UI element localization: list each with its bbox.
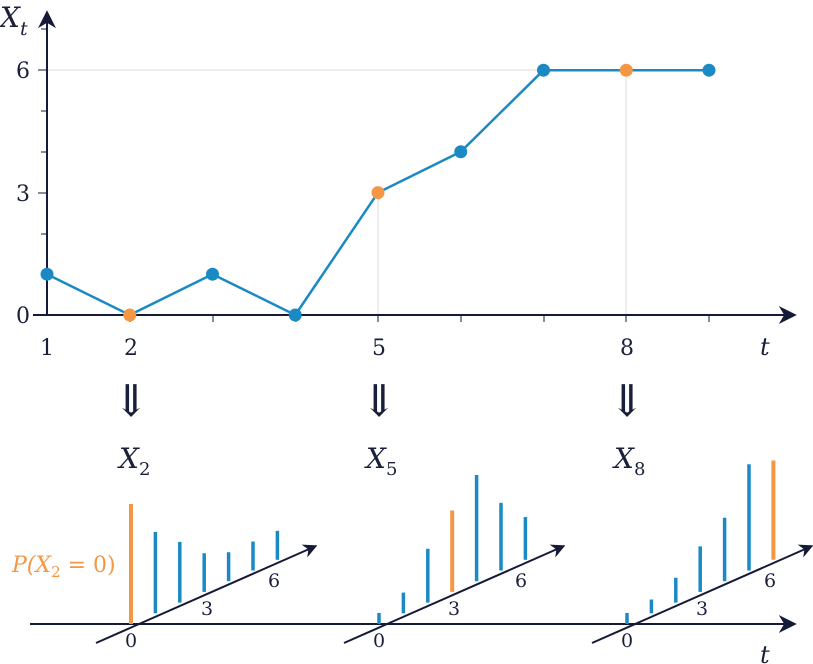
- support-label-6: 6: [268, 570, 280, 592]
- distribution-bars: [129, 503, 280, 624]
- random-variable-labels: X2 X5 X8: [117, 442, 645, 480]
- x-tick-label-8: 8: [620, 336, 634, 361]
- support-label-6: 6: [764, 570, 776, 592]
- distribution-x2: 0 3 6 P(X2 = 0): [11, 503, 318, 652]
- y-tick-label-3: 3: [16, 182, 30, 207]
- marginal-label-x5: X5: [364, 442, 397, 480]
- distribution-x5: 0 3 6: [343, 474, 566, 652]
- distribution-x8: 0 3 6: [591, 460, 813, 652]
- x-axis-label: t: [760, 333, 770, 361]
- arrows-row: ⇓ ⇓ ⇓: [113, 376, 646, 427]
- distribution-bars: [625, 460, 776, 624]
- marginal-distributions: t 0 3 6 P(X2 = 0) 0 3 6 0 3 6: [11, 460, 813, 664]
- y-tick-label-0: 0: [16, 304, 30, 329]
- x-tick-label-1: 1: [40, 336, 54, 361]
- down-arrow-icon: ⇓: [113, 376, 150, 427]
- support-label-0: 0: [621, 630, 633, 652]
- support-label-3: 3: [696, 598, 708, 620]
- support-label-0: 0: [373, 630, 385, 652]
- path-point-t7: [537, 63, 550, 77]
- support-label-3: 3: [201, 598, 213, 620]
- distribution-bars: [377, 474, 528, 624]
- support-axis: [343, 544, 566, 644]
- support-axis: [95, 544, 318, 644]
- process-plot: 6 3 0 1 2 5 8 Xt t: [0, 1, 797, 361]
- path-point-t2: [123, 308, 137, 322]
- x-tick-label-2: 2: [124, 336, 138, 361]
- y-tick-label-6: 6: [16, 59, 30, 84]
- path-point-t6: [454, 145, 468, 159]
- marginal-label-x8: X8: [612, 442, 645, 480]
- path-point-t3: [206, 267, 219, 281]
- bottom-time-axis-label: t: [760, 641, 770, 664]
- probability-annotation: P(X2 = 0): [11, 553, 116, 581]
- x-tick-label-5: 5: [372, 336, 386, 361]
- support-label-3: 3: [448, 598, 460, 620]
- path-point-t5: [371, 186, 385, 200]
- y-axis-label: Xt: [0, 1, 28, 40]
- path-point-t8: [619, 63, 633, 77]
- support-label-0: 0: [125, 630, 137, 652]
- process-path-points: [40, 63, 716, 322]
- marginal-label-x2: X2: [117, 442, 150, 480]
- path-point-t4: [288, 308, 302, 322]
- x-ticks: [129, 315, 710, 322]
- down-arrow-icon: ⇓: [609, 376, 646, 427]
- down-arrow-icon: ⇓: [361, 376, 398, 427]
- support-label-6: 6: [515, 570, 527, 592]
- support-axis: [591, 544, 813, 644]
- path-point-t9: [702, 63, 716, 77]
- path-point-t1: [40, 267, 54, 281]
